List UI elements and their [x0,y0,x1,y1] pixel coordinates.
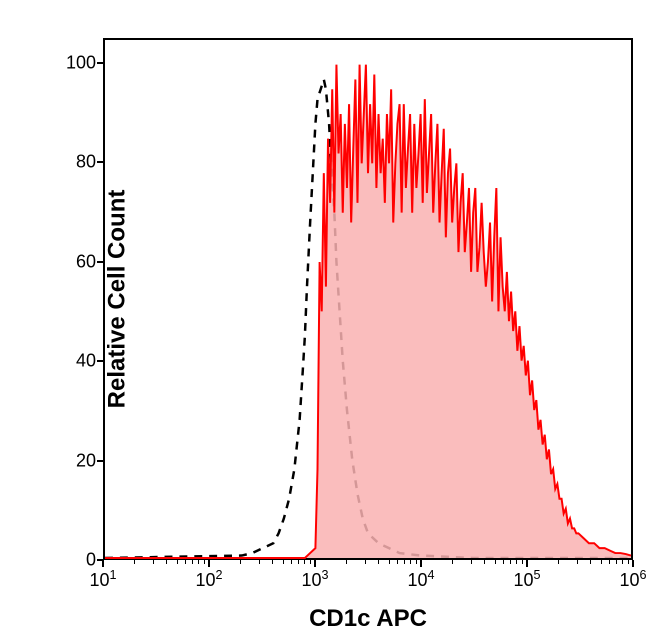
y-tick-label: 40 [58,351,96,372]
x-minor-tick [609,560,610,564]
x-minor-tick [304,560,305,564]
y-tick-label: 20 [58,450,96,471]
x-minor-tick [484,560,485,564]
y-tick-label: 80 [58,152,96,173]
x-minor-tick [134,560,135,564]
x-minor-tick [601,560,602,564]
x-minor-tick [416,560,417,564]
x-minor-tick [198,560,199,564]
x-tick [208,560,210,567]
x-tick-label: 104 [407,568,434,591]
x-minor-tick [404,560,405,564]
histogram-svg [105,40,631,558]
x-minor-tick [510,560,511,564]
x-minor-tick [590,560,591,564]
x-minor-tick [622,560,623,564]
x-minor-tick [616,560,617,564]
x-tick-label: 102 [195,568,222,591]
y-tick [97,161,103,163]
x-minor-tick [346,560,347,564]
x-minor-tick [397,560,398,564]
y-tick [97,360,103,362]
x-minor-tick [185,560,186,564]
x-minor-tick [310,560,311,564]
x-tick [526,560,528,567]
x-minor-tick [471,560,472,564]
x-tick-label: 106 [619,568,646,591]
x-tick-label: 105 [513,568,540,591]
x-minor-tick [378,560,379,564]
x-minor-tick [283,560,284,564]
x-minor-tick [558,560,559,564]
x-minor-tick [204,560,205,564]
y-tick-label: 100 [58,52,96,73]
y-tick [97,460,103,462]
x-minor-tick [628,560,629,564]
x-minor-tick [503,560,504,564]
plot-area [103,38,633,560]
x-minor-tick [153,560,154,564]
x-minor-tick [298,560,299,564]
flow-cytometry-histogram: Relative Cell Count CD1c APC 02040608010… [0,0,646,641]
x-tick [420,560,422,567]
x-minor-tick [577,560,578,564]
x-minor-tick [410,560,411,564]
x-tick-label: 101 [89,568,116,591]
y-tick [97,62,103,64]
y-tick [97,261,103,263]
x-axis-label: CD1c APC [309,605,427,633]
y-tick-label: 60 [58,251,96,272]
x-minor-tick [166,560,167,564]
x-minor-tick [192,560,193,564]
x-minor-tick [522,560,523,564]
x-minor-tick [452,560,453,564]
x-minor-tick [240,560,241,564]
x-minor-tick [259,560,260,564]
x-minor-tick [389,560,390,564]
x-minor-tick [365,560,366,564]
x-minor-tick [177,560,178,564]
x-tick [314,560,316,567]
x-tick [632,560,634,567]
x-tick [102,560,104,567]
x-minor-tick [272,560,273,564]
x-minor-tick [291,560,292,564]
x-minor-tick [516,560,517,564]
x-tick-label: 103 [301,568,328,591]
x-minor-tick [495,560,496,564]
